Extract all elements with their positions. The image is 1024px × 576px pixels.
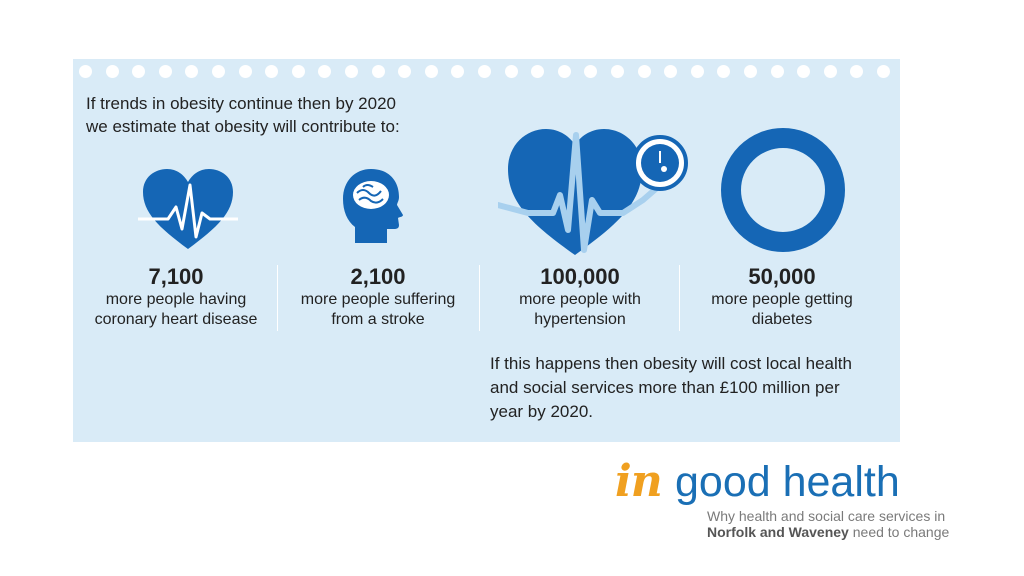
- stat-number: 2,100: [350, 264, 406, 289]
- intro-text: If trends in obesity continue then by 20…: [86, 92, 446, 138]
- head-brain-icon: [343, 169, 403, 243]
- decorative-dot: [238, 65, 252, 78]
- stat-number: 7,100: [148, 264, 204, 289]
- decorative-dot: [557, 65, 571, 78]
- decorative-dot: [637, 65, 651, 78]
- decorative-dot: [531, 65, 545, 78]
- stat-description: more people suffering from a stroke: [278, 290, 478, 330]
- stat-hypertension: 100,000 more people with hypertension: [480, 264, 680, 330]
- decorative-dot: [664, 65, 678, 78]
- stat-description: more people having coronary heart diseas…: [76, 290, 276, 330]
- tagline-line-2: Norfolk and Waveney need to change: [707, 524, 949, 540]
- decorative-dot: [318, 65, 332, 78]
- stat-number: 100,000: [540, 264, 620, 289]
- stat-stroke: 2,100 more people suffering from a strok…: [278, 264, 478, 330]
- decorative-dot-border: [79, 65, 894, 79]
- tagline-bold-region: Norfolk and Waveney: [707, 524, 849, 540]
- decorative-dot: [717, 65, 731, 78]
- stat-coronary: 7,100 more people having coronary heart …: [76, 264, 276, 330]
- decorative-dot: [291, 65, 305, 78]
- tagline-rest: need to change: [848, 524, 950, 540]
- decorative-dot: [132, 65, 146, 78]
- decorative-dot: [398, 65, 412, 78]
- decorative-dot: [79, 65, 92, 78]
- stat-description: more people getting diabetes: [682, 290, 882, 330]
- divider: [679, 265, 680, 331]
- heart-pressure-gauge-icon: [498, 129, 688, 255]
- stat-desc-line-2: coronary heart disease: [94, 311, 258, 328]
- decorative-dot: [504, 65, 518, 78]
- intro-line-2: we estimate that obesity will contribute…: [86, 117, 400, 136]
- decorative-dot: [185, 65, 199, 78]
- tagline-line-1: Why health and social care services in: [707, 508, 946, 524]
- decorative-dot: [212, 65, 225, 78]
- decorative-dot: [371, 65, 385, 78]
- stat-desc-line-2: hypertension: [534, 311, 626, 328]
- stat-diabetes: 50,000 more people getting diabetes: [682, 264, 882, 330]
- decorative-dot: [850, 65, 864, 78]
- infographic-panel: If trends in obesity continue then by 20…: [73, 59, 900, 442]
- decorative-dot: [424, 65, 438, 78]
- decorative-dot: [823, 65, 837, 78]
- stat-desc-line-2: diabetes: [751, 311, 813, 328]
- decorative-dot: [690, 65, 704, 78]
- stat-desc-line-1: more people with: [519, 291, 641, 308]
- decorative-dot: [478, 65, 491, 78]
- decorative-dot: [265, 65, 279, 78]
- logo-in-word: in: [615, 456, 663, 507]
- stat-desc-line-2: from a stroke: [331, 311, 425, 328]
- heart-pulse-icon: [138, 169, 238, 249]
- decorative-dot: [105, 65, 119, 78]
- stat-desc-line-1: more people having: [105, 291, 247, 308]
- divider: [479, 265, 480, 331]
- stat-number: 50,000: [748, 264, 816, 289]
- decorative-dot: [770, 65, 784, 78]
- in-good-health-logo: in good health Why health and social car…: [615, 456, 965, 546]
- logo-good-health: good health: [675, 458, 900, 506]
- decorative-dot: [584, 65, 598, 78]
- decorative-dot: [345, 65, 358, 78]
- diabetes-ring-icon: [721, 128, 845, 252]
- stat-description: more people with hypertension: [480, 290, 680, 330]
- stat-desc-line-1: more people suffering: [300, 291, 456, 308]
- decorative-dot: [877, 65, 890, 78]
- cost-line-2: and social services more than £100 milli…: [490, 378, 840, 397]
- decorative-dot: [797, 65, 811, 78]
- stat-desc-line-1: more people getting: [711, 291, 853, 308]
- cost-text: If this happens then obesity will cost l…: [490, 352, 880, 424]
- cost-line-3: year by 2020.: [490, 402, 594, 421]
- decorative-dot: [611, 65, 624, 78]
- divider: [277, 265, 278, 331]
- logo-tagline: Why health and social care services in N…: [707, 508, 949, 540]
- decorative-dot: [744, 65, 757, 78]
- intro-line-1: If trends in obesity continue then by 20…: [86, 94, 396, 113]
- decorative-dot: [158, 65, 172, 78]
- decorative-dot: [451, 65, 465, 78]
- cost-line-1: If this happens then obesity will cost l…: [490, 354, 852, 373]
